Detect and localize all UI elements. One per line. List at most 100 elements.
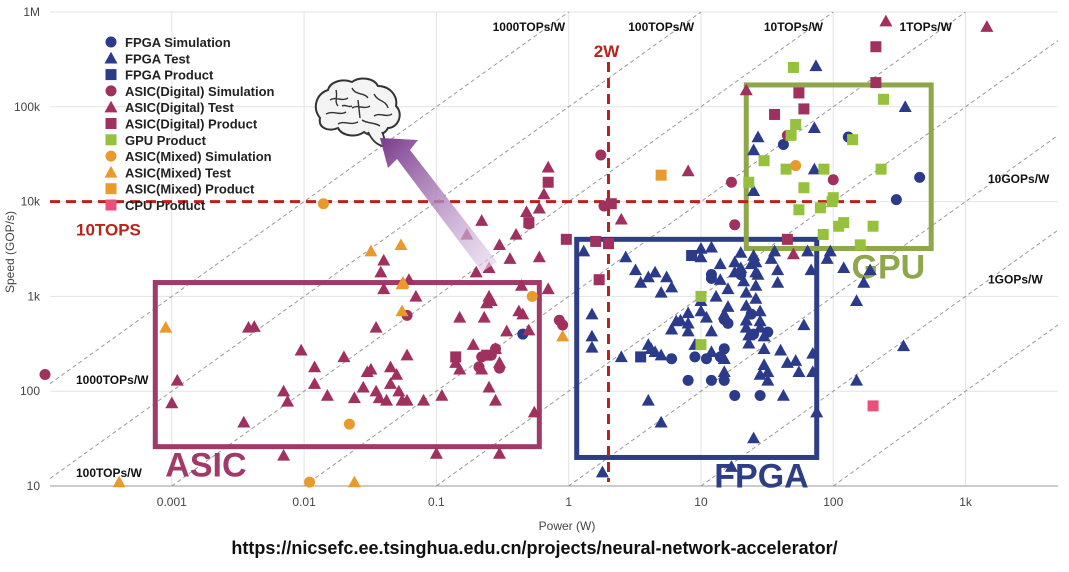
x-tick-label: 10 — [694, 495, 708, 509]
data-point — [771, 276, 785, 288]
data-point — [686, 250, 698, 262]
data-point — [614, 212, 628, 225]
data-point — [749, 279, 763, 291]
data-point — [787, 61, 799, 73]
data-point — [739, 313, 753, 326]
data-point — [769, 108, 781, 120]
data-point — [817, 228, 829, 240]
data-point — [751, 268, 765, 280]
legend-item-label: ASIC(Digital) Test — [125, 100, 234, 115]
data-point — [372, 391, 386, 404]
data-point — [757, 329, 771, 342]
data-point — [466, 338, 480, 350]
x-tick-label: 0.01 — [292, 495, 316, 509]
region-box — [152, 280, 542, 450]
data-point — [728, 265, 742, 278]
legend-item-label: ASIC(Digital) Product — [125, 117, 258, 132]
data-point — [469, 265, 483, 278]
data-point — [801, 244, 815, 257]
data-point — [364, 244, 378, 257]
data-point — [739, 83, 753, 96]
legend-item-label: CPU Product — [125, 198, 206, 213]
data-point — [739, 285, 753, 298]
data-point — [553, 314, 565, 326]
data-point — [595, 465, 609, 478]
x-tick-label: 1 — [565, 495, 572, 509]
data-point — [713, 273, 727, 285]
x-axis-label: Power (W) — [539, 519, 596, 533]
legend-marker — [105, 183, 117, 195]
data-point — [500, 324, 514, 337]
data-point — [682, 374, 694, 386]
efficiency-label: 10TOPs/W — [764, 20, 824, 34]
data-point — [807, 121, 821, 134]
data-point — [165, 396, 179, 409]
data-point — [705, 272, 717, 284]
data-point — [516, 307, 530, 320]
x-tick-label: 100 — [823, 495, 843, 509]
data-point — [665, 280, 679, 293]
data-point — [747, 143, 761, 156]
data-point — [493, 447, 507, 459]
data-point — [721, 300, 735, 312]
data-point — [364, 362, 378, 375]
data-point — [754, 390, 766, 402]
reference-label: 2W — [594, 42, 620, 61]
data-point — [522, 323, 536, 336]
data-point — [695, 339, 707, 351]
data-point — [847, 134, 859, 146]
data-point — [308, 360, 322, 373]
data-point — [39, 369, 51, 381]
data-point — [749, 292, 763, 304]
y-axis-label: Speed (GOP/s) — [3, 211, 17, 293]
data-point — [585, 329, 599, 342]
data-point — [807, 162, 821, 175]
data-point — [477, 310, 491, 323]
data-point — [757, 342, 771, 355]
data-point — [863, 263, 877, 276]
data-point — [417, 393, 431, 406]
data-point — [673, 313, 687, 326]
efficiency-line — [49, 11, 569, 385]
data-point — [827, 174, 839, 186]
data-point — [798, 103, 810, 115]
data-point — [785, 129, 797, 141]
data-point — [781, 233, 793, 245]
data-point — [725, 176, 737, 188]
data-point — [753, 304, 767, 317]
data-point — [380, 393, 394, 406]
legend-marker — [105, 199, 117, 211]
data-point — [867, 400, 879, 412]
data-point — [694, 304, 708, 317]
data-point — [729, 219, 741, 231]
data-point — [810, 405, 824, 418]
data-point — [384, 377, 398, 389]
data-point — [503, 252, 517, 264]
data-point — [347, 475, 361, 488]
data-point — [774, 343, 788, 356]
data-point — [247, 320, 261, 332]
data-point — [870, 77, 882, 89]
tick-labels: 0.001 0.01 0.1 1 10 100 1k 10 100 1k 10k 100k 1M — [14, 5, 973, 509]
data-point — [308, 377, 322, 389]
data-point — [450, 351, 462, 363]
legend-item-label: GPU Product — [125, 133, 207, 148]
data-point — [374, 265, 388, 278]
y-tick-label: 10 — [27, 479, 41, 493]
legend-marker — [105, 150, 117, 162]
data-point — [709, 289, 723, 302]
data-point — [718, 374, 730, 386]
data-point — [721, 282, 735, 295]
data-point — [654, 348, 668, 361]
data-point — [717, 352, 731, 364]
data-point — [392, 384, 406, 397]
data-point — [590, 235, 602, 247]
data-point — [753, 314, 767, 327]
data-point — [717, 307, 731, 320]
data-point — [493, 238, 507, 251]
region-box — [574, 236, 820, 460]
efficiency-line — [303, 11, 966, 487]
data-point — [742, 328, 756, 341]
